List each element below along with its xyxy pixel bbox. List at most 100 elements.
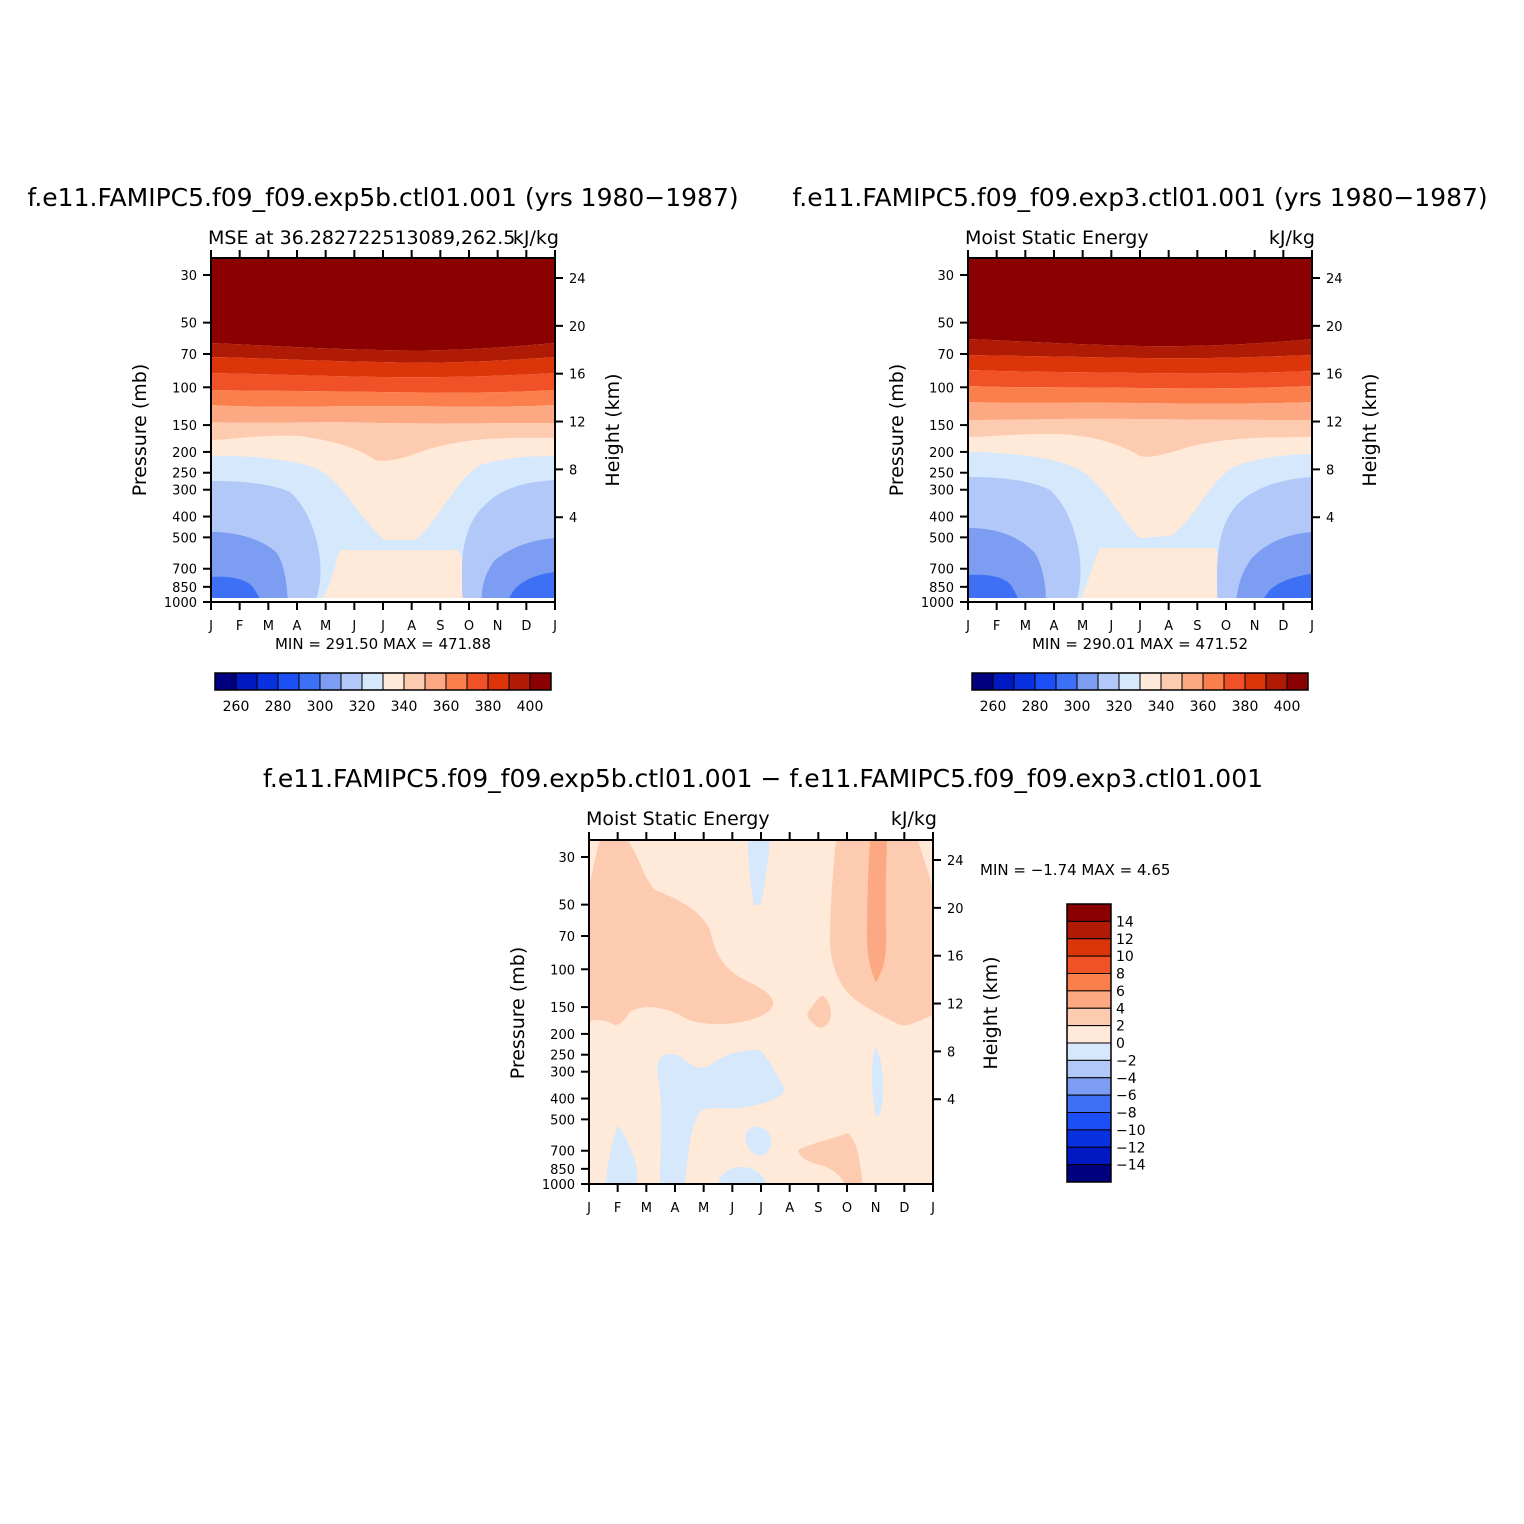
- panel-1-fill-band: [211, 576, 262, 602]
- panel-3-colorbar-label: 8: [1116, 967, 1125, 983]
- panel-3-pressure-tick-label: 50: [558, 899, 575, 914]
- panel-3-colorbar-swatch: [1066, 1025, 1112, 1044]
- panel-3-x-tick-label: D: [899, 1201, 909, 1216]
- panel-2-contour-fill: [968, 258, 1312, 602]
- panel-1-fill-band: [211, 357, 555, 378]
- panel-2-height-tick-label: 16: [1326, 368, 1343, 383]
- panel-1-colorbar-label: 380: [475, 699, 502, 715]
- panel-3-fill-band: [798, 1133, 862, 1184]
- panel-1-colorbar-label: 280: [265, 699, 292, 715]
- panel-3-pressure-tick-label: 400: [550, 1093, 575, 1108]
- panel-2-x-tick-label: A: [1050, 619, 1059, 634]
- panel-3-x-tick-label: J: [758, 1201, 763, 1216]
- panel-2-pressure-tick-label: 50: [937, 317, 954, 332]
- panel-3-fill-band: [589, 840, 773, 1025]
- panel-3-colorbar-label: 12: [1116, 932, 1134, 948]
- panel-3-fill-band: [872, 1048, 884, 1117]
- panel-1-stats: MIN = 291.50 MAX = 471.88: [275, 635, 491, 653]
- panel-3-pressure-tick-label: 100: [550, 963, 575, 978]
- panel-2-colorbar-swatch: [1034, 672, 1057, 691]
- panel-1-x-tick-label: M: [263, 619, 274, 634]
- panel-1-height-tick-label: 8: [569, 463, 577, 478]
- panel-2: f.e11.FAMIPC5.f09_f09.exp3.ctl01.001 (yr…: [792, 183, 1487, 715]
- panel-3-colorbar-label: −10: [1116, 1123, 1146, 1139]
- panel-3-x-tick-label: F: [614, 1201, 621, 1216]
- panel-3-fill-band: [657, 1050, 785, 1184]
- panel-1-pressure-tick-label: 700: [172, 563, 197, 578]
- panel-3-fill-band: [807, 995, 831, 1028]
- panel-1-height-tick-label: 24: [569, 272, 586, 287]
- panel-1-colorbar-swatch: [361, 672, 384, 691]
- panel-2-stats: MIN = 290.01 MAX = 471.52: [1032, 635, 1248, 653]
- panel-1-colorbar-swatch: [487, 672, 510, 691]
- panel-2-colorbar-swatch: [1223, 672, 1246, 691]
- panel-2-colorbar-swatch: [971, 672, 994, 691]
- panel-3-pressure-tick-label: 150: [550, 1001, 575, 1016]
- panel-3-pressure-tick-label: 30: [558, 851, 575, 866]
- panel-3-x-tick-label: O: [842, 1201, 852, 1216]
- panel-1-pressure-tick-label: 1000: [164, 596, 197, 611]
- panel-1-height-tick-label: 16: [569, 368, 586, 383]
- panel-1-fill-band: [211, 390, 555, 407]
- panel-1-fill-band: [211, 343, 555, 363]
- panel-1-fill-band: [211, 422, 555, 461]
- panel-2-fill-band: [968, 574, 1020, 602]
- panel-2-colorbar-swatch: [1160, 672, 1183, 691]
- panel-3-colorbar-label: −6: [1116, 1088, 1137, 1104]
- panel-2-colorbar-swatch: [1202, 672, 1225, 691]
- panel-1-colorbar-swatch: [382, 672, 405, 691]
- panel-1-surface-line: [211, 598, 555, 602]
- panel-3-x-tick-label: J: [729, 1201, 734, 1216]
- panel-2-colorbar-label: 320: [1106, 699, 1133, 715]
- panel-3-pressure-tick-label: 700: [550, 1145, 575, 1160]
- panel-1-title: f.e11.FAMIPC5.f09_f09.exp5b.ctl01.001 (y…: [27, 183, 738, 212]
- panel-3-x-tick-label: N: [871, 1201, 881, 1216]
- panel-3-colorbar-swatch: [1066, 990, 1112, 1009]
- panel-1-pressure-tick-label: 500: [172, 531, 197, 546]
- panel-1-contour-fill: [211, 258, 555, 602]
- panel-1-variable-label: MSE at 36.282722513089,262.5: [208, 227, 515, 249]
- panel-1-colorbar-label: 340: [391, 699, 418, 715]
- panel-2-x-tick-label: D: [1278, 619, 1288, 634]
- panel-2-colorbar-swatch: [1286, 672, 1309, 691]
- panel-2-colorbar-swatch: [1055, 672, 1078, 691]
- panel-3-contour-fill: [589, 840, 933, 1184]
- panel-2-height-tick-label: 20: [1326, 320, 1343, 335]
- panel-2-height-tick-label: 8: [1326, 463, 1334, 478]
- panel-2-colorbar-swatch: [1013, 672, 1036, 691]
- panel-1-fill-band: [332, 556, 445, 602]
- panel-2-pressure-tick-label: 150: [929, 419, 954, 434]
- panel-1-colorbar: 260 280 300 320 340 360 380 400: [214, 672, 552, 715]
- panel-3-colorbar-swatch: [1066, 1094, 1112, 1113]
- panel-3-pressure-tick-label: 200: [550, 1028, 575, 1043]
- panel-2-colorbar-swatch: [1076, 672, 1099, 691]
- panel-2-colorbar-swatch: [1097, 672, 1120, 691]
- panel-3-ylabel: Pressure (mb): [507, 947, 529, 1080]
- panel-3-title: f.e11.FAMIPC5.f09_f09.exp5b.ctl01.001 − …: [263, 764, 1263, 793]
- panel-3-height-tick-label: 16: [947, 950, 964, 965]
- panel-1-colorbar-label: 400: [517, 699, 544, 715]
- panel-2-colorbar-label: 340: [1148, 699, 1175, 715]
- panel-1-y2label: Height (km): [602, 373, 624, 486]
- panel-3-colorbar-label: 6: [1116, 984, 1125, 1000]
- panel-3-colorbar-swatch: [1066, 1112, 1112, 1131]
- panel-2-colorbar-label: 380: [1232, 699, 1259, 715]
- panel-1-x-tick-label: O: [464, 619, 474, 634]
- panel-1-x-tick-label: J: [380, 619, 385, 634]
- panel-3-x-tick-label: M: [641, 1201, 652, 1216]
- panel-3-stats: MIN = −1.74 MAX = 4.65: [980, 861, 1170, 879]
- panel-3-colorbar-label: −2: [1116, 1053, 1137, 1069]
- panel-3-variable-label: Moist Static Energy: [586, 808, 770, 830]
- panel-1-x-tick-label: D: [521, 619, 531, 634]
- panel-2-x-tick-label: S: [1193, 619, 1201, 634]
- panel-2-pressure-tick-label: 100: [929, 381, 954, 396]
- panel-3-x-tick-label: M: [698, 1201, 709, 1216]
- panel-2-pressure-tick-label: 400: [929, 511, 954, 526]
- panel-1-pressure-tick-label: 200: [172, 446, 197, 461]
- panel-3-colorbar-swatch: [1066, 1042, 1112, 1061]
- panel-2-fill-band: [968, 386, 1312, 404]
- panel-1-x-tick-label: A: [407, 619, 416, 634]
- panel-3-colorbar-label: −8: [1116, 1106, 1137, 1122]
- panel-3-y2label: Height (km): [980, 956, 1002, 1069]
- panel-1-fill-band: [211, 258, 555, 351]
